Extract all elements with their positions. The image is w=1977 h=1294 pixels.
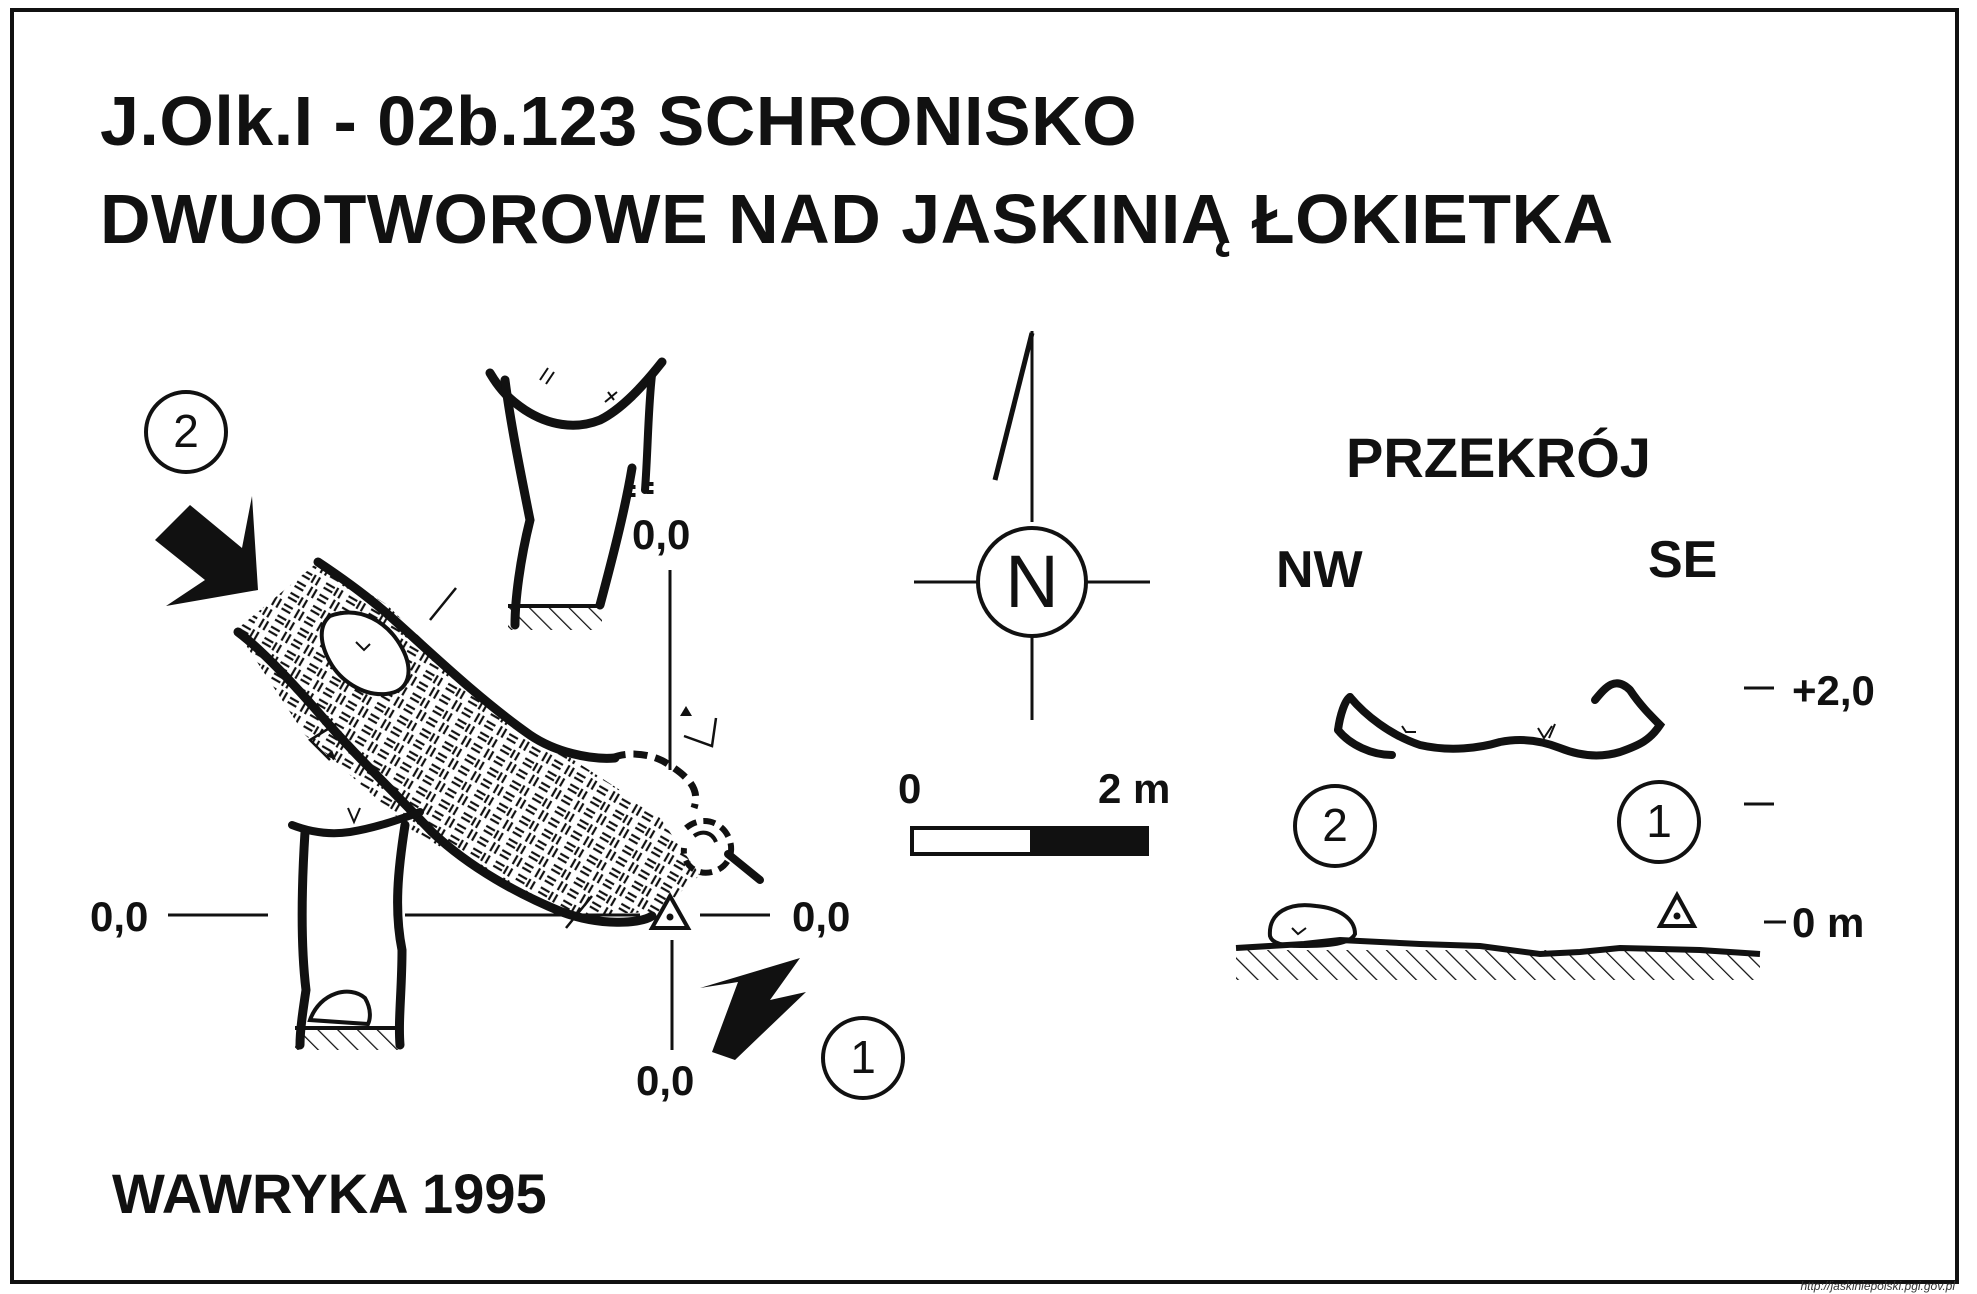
profile-entrance-1-number: 1 [1646, 795, 1672, 847]
source-url: http://jaskiniepolski.pgi.gov.pl [1800, 1279, 1955, 1293]
cave-wall-south [233, 627, 657, 927]
north-arrow [914, 331, 1150, 720]
entrance-2-circle [144, 390, 228, 474]
cross-section-top [485, 357, 667, 630]
north-letter: N [1005, 540, 1059, 623]
entrance-2-number: 2 [173, 405, 199, 457]
profile-entrance-2-circle [1293, 784, 1377, 868]
section-title: PRZEKRÓJ [1346, 426, 1651, 489]
sheet-frame [10, 8, 1959, 1284]
dripline-1 [610, 750, 700, 810]
title-line-2: DWUOTWOROWE NAD JASKINIĄ ŁOKIETKA [100, 180, 1614, 258]
north-circle [976, 526, 1088, 638]
datum-label-left: 0,0 [90, 893, 149, 940]
boulder-plan [319, 610, 411, 697]
boulder-section-bottom [307, 989, 372, 1027]
author-credit: WAWRYKA 1995 [112, 1162, 547, 1225]
profile-entrance-2-number: 2 [1322, 799, 1348, 851]
dripline-2 [680, 818, 735, 876]
section-arrow-right [683, 717, 718, 748]
entrance-1-arrow [700, 958, 806, 1060]
entrance-2-arrow [155, 496, 258, 606]
profile-section [1235, 679, 1786, 980]
scale-end-label: 2 m [1098, 765, 1171, 812]
profile-entrance-1-circle [1617, 780, 1701, 864]
elevation-label-bottom: 0 m [1792, 899, 1865, 946]
datum-label-right: 0,0 [792, 893, 851, 940]
elevation-label-top: +2,0 [1792, 667, 1875, 714]
entrance-1-number: 1 [850, 1031, 876, 1083]
scale-bar [910, 826, 1149, 856]
entrance-1-circle [821, 1016, 905, 1100]
floor-sediment-top [508, 606, 602, 630]
floor-sediment-bottom [295, 1028, 400, 1050]
section-arrow-left [307, 722, 337, 761]
cave-wall-north [313, 557, 620, 763]
plan-view [155, 496, 806, 1060]
profile-ceiling [1346, 679, 1666, 760]
survey-station-plan [648, 891, 692, 930]
profile-survey-station [1656, 890, 1698, 928]
section-direction-se: SE [1648, 531, 1718, 589]
title-line-1: J.Olk.I - 02b.123 SCHRONISKO [100, 82, 1138, 160]
section-direction-nw: NW [1276, 541, 1363, 599]
datum-label-bottom: 0,0 [636, 1057, 695, 1104]
cross-section-bottom [288, 807, 424, 1050]
datum-label-top: 0,0 [632, 511, 691, 558]
scale-start-label: 0 [898, 765, 922, 812]
